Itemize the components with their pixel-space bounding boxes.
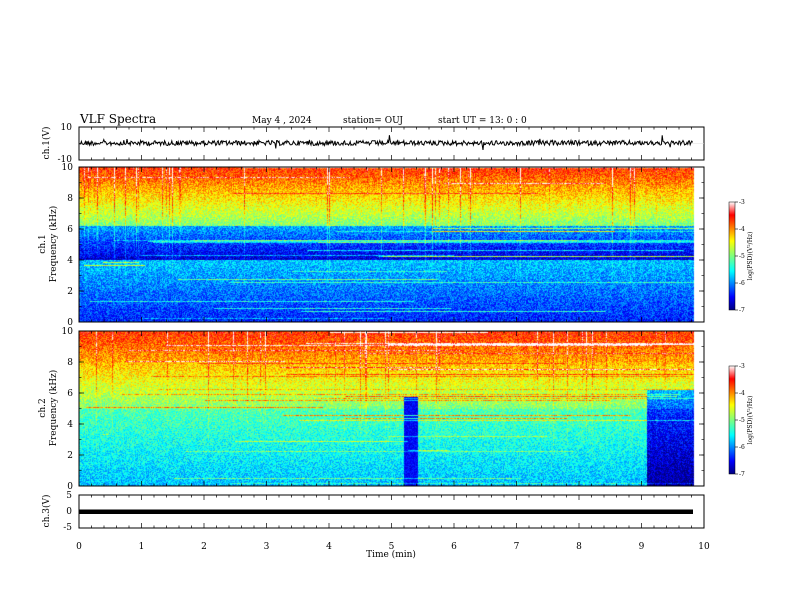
ch3-waveform-ylabel: ch.3(V): [41, 495, 52, 528]
colorbar-tick-label: -4: [739, 390, 745, 397]
chart-title: VLF Spectra: [79, 112, 156, 126]
ch1-spectrogram-ylabel-frequency: Frequency (kHz): [48, 206, 59, 283]
ch1-waveform-trace: [79, 135, 693, 150]
ch1-spectrogram-ylabel-channel: ch.1: [38, 234, 48, 253]
colorbar-tick-label: -7: [739, 471, 745, 478]
ch2-colorbar: -3 -4 -5 -6 -7 log(PSD)(V²/Hz): [729, 363, 754, 478]
frequency-tick-label: 6: [67, 225, 73, 235]
time-tick-label: 3: [264, 542, 270, 552]
colorbar-tick-label: -6: [739, 444, 745, 451]
time-tick-label: 6: [451, 542, 457, 552]
ch2-colorbar-label: log(PSD)(V²/Hz): [747, 396, 754, 445]
colorbar-tick-label: -6: [739, 280, 745, 287]
colorbar-tick-label: -5: [739, 417, 745, 424]
time-tick-label: 4: [326, 542, 332, 552]
frequency-tick-label: 2: [67, 287, 73, 297]
colorbar-tick-label: -3: [739, 363, 745, 370]
colorbar-tick-label: -4: [739, 226, 745, 233]
frequency-tick-label: 4: [67, 420, 73, 430]
time-tick-label: 8: [576, 542, 582, 552]
frequency-tick-label: 6: [67, 389, 73, 399]
ch1-spectrogram-image: [79, 167, 704, 322]
ch3-ytick-bottom: -5: [63, 523, 72, 533]
frequency-tick-label: 8: [67, 194, 73, 204]
time-tick-label: 9: [639, 542, 645, 552]
time-tick-label: 0: [76, 542, 82, 552]
time-tick-label: 7: [514, 542, 520, 552]
start-time-label: start UT = 13: 0 : 0: [438, 116, 527, 126]
ch1-waveform-ylabel: ch.1(V): [41, 127, 52, 160]
ch2-spectrogram-ylabel-channel: ch.2: [38, 398, 48, 417]
ch1-colorbar: -3 -4 -5 -6 -7 log(PSD)(V²/Hz): [729, 199, 754, 314]
frequency-tick-label: 10: [62, 163, 74, 173]
time-tick-label: 10: [698, 542, 710, 552]
ch1-colorbar-label: log(PSD)(V²/Hz): [747, 232, 754, 281]
ch2-spectrogram-image: [79, 331, 704, 486]
colorbar-tick-label: -3: [739, 199, 745, 206]
time-tick-label: 1: [139, 542, 145, 552]
ch1-spectrogram-panel: 0246810 ch.1 Frequency (kHz): [38, 163, 704, 328]
station-label: station= OUJ: [343, 116, 403, 126]
ch2-spectrogram-panel: 0246810 ch.2 Frequency (kHz): [38, 327, 704, 492]
ch3-ytick-mid: 0: [66, 507, 72, 517]
ch3-waveform-trace: [79, 510, 693, 515]
frequency-tick-label: 8: [67, 358, 73, 368]
date-label: May 4 , 2024: [252, 116, 312, 126]
ch1-ytick-top: 10: [61, 123, 73, 133]
ch2-spectrogram-ylabel-frequency: Frequency (kHz): [48, 370, 59, 447]
ch3-waveform-panel: 5 0 -5 ch.3(V) 0 1 2 3 4 5 6 7 8 9 10 Time (min): [41, 491, 710, 560]
frequency-tick-label: 4: [67, 256, 73, 266]
frequency-tick-label: 10: [62, 327, 74, 337]
frequency-tick-label: 2: [67, 451, 73, 461]
colorbar-tick-label: -7: [739, 307, 745, 314]
ch3-ytick-top: 5: [66, 491, 72, 501]
colorbar-tick-label: -5: [739, 253, 745, 260]
ch1-waveform-panel: 10 -10 ch.1(V): [41, 123, 704, 165]
time-axis-label: Time (min): [366, 549, 416, 560]
time-tick-label: 2: [201, 542, 207, 552]
